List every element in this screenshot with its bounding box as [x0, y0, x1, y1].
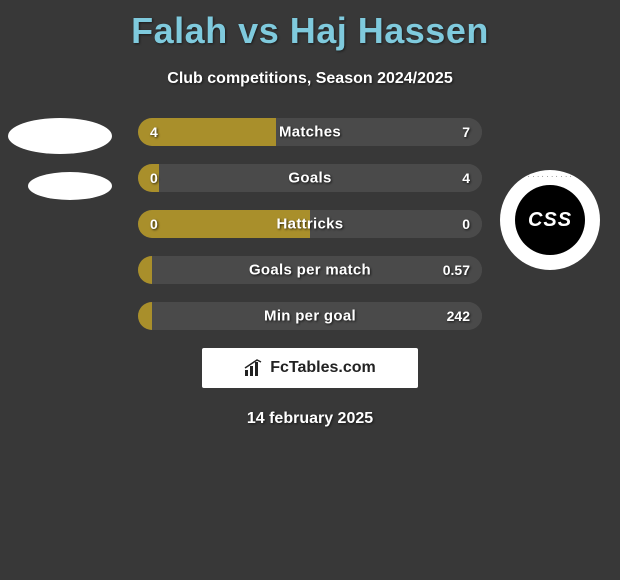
- page-subtitle: Club competitions, Season 2024/2025: [0, 70, 620, 88]
- bar-right-value: 7: [462, 124, 470, 140]
- left-team-logo: [8, 118, 128, 208]
- comparison-row: Goals per match0.57: [138, 256, 482, 284]
- attribution-text: FcTables.com: [270, 359, 376, 377]
- bar-left-value: 0: [150, 216, 158, 232]
- comparison-chart: Matches47Goals04Hattricks00Goals per mat…: [138, 118, 482, 330]
- bar-right-value: 0: [462, 216, 470, 232]
- right-team-logo: · · · · · · · · · · CSS: [500, 170, 600, 270]
- logo-ellipse: [28, 172, 112, 200]
- css-badge-arc-text: · · · · · · · · · ·: [500, 174, 600, 180]
- bar-label: Goals per match: [138, 262, 482, 279]
- bar-label: Matches: [138, 124, 482, 141]
- page-title: Falah vs Haj Hassen: [0, 0, 620, 52]
- bar-label: Min per goal: [138, 308, 482, 325]
- bar-label: Goals: [138, 170, 482, 187]
- logo-ellipse: [8, 118, 112, 154]
- bar-left-value: 4: [150, 124, 158, 140]
- comparison-row: Goals0 4: [138, 164, 482, 192]
- footer-date: 14 february 2025: [0, 410, 620, 428]
- attribution-badge: FcTables.com: [202, 348, 418, 388]
- bar-left-value: 0: [150, 170, 158, 186]
- comparison-row: Hattricks0 0: [138, 210, 482, 238]
- bar-label: Hattricks: [138, 216, 482, 233]
- bar-right-value: 4: [462, 170, 470, 186]
- bar-right-value: 0.57: [443, 262, 470, 278]
- bar-right-value: 242: [447, 308, 470, 324]
- css-badge-inner: CSS: [515, 185, 585, 255]
- bar-chart-icon: [244, 359, 266, 377]
- comparison-row: Matches4 7: [138, 118, 482, 146]
- css-badge: · · · · · · · · · · CSS: [500, 170, 600, 270]
- comparison-row: Min per goal242: [138, 302, 482, 330]
- css-badge-text: CSS: [528, 209, 572, 232]
